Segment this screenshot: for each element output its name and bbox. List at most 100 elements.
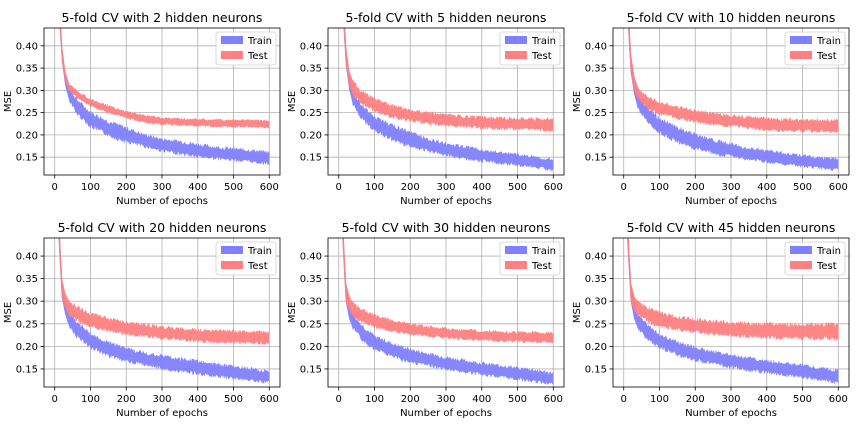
bands xyxy=(343,28,554,172)
legend: Train Test xyxy=(499,31,561,66)
series-band-test xyxy=(59,28,270,129)
x-tick-label: 300 xyxy=(152,394,171,405)
y-tick-label: 0.25 xyxy=(300,319,322,330)
legend-swatch-test xyxy=(790,261,812,269)
legend-label-train: Train xyxy=(247,36,272,47)
grid xyxy=(44,238,280,387)
y-tick-label: 0.15 xyxy=(300,153,322,164)
x-tick-label: 500 xyxy=(793,182,812,193)
x-tick-label: 500 xyxy=(508,182,527,193)
x-axis-label: Number of epochs xyxy=(400,196,492,207)
y-tick-label: 0.30 xyxy=(16,297,38,308)
bands xyxy=(58,238,270,385)
y-axis-label: MSE xyxy=(287,302,298,323)
chart-panel-1: 0 100 200 300 400 500 600 0.15 0.20 0.25 0.30 0.35 0… xyxy=(3,10,281,207)
legend-swatch-train xyxy=(505,36,527,44)
y-tick-label: 0.25 xyxy=(300,108,322,119)
y-tick-label: 0.20 xyxy=(300,130,322,141)
legend-label-train: Train xyxy=(247,246,272,257)
x-axis-label: Number of epochs xyxy=(116,196,208,207)
y-tick-label: 0.35 xyxy=(16,64,38,75)
legend-swatch-train xyxy=(505,246,527,254)
x-tick-label: 400 xyxy=(188,394,207,405)
y-tick-label: 0.30 xyxy=(585,86,607,97)
chart-panel-4: 0 100 200 300 400 500 600 0.15 0.20 0.25 0.30 0.35 0… xyxy=(3,220,281,419)
x-tick-label: 100 xyxy=(365,182,384,193)
y-tick-label: 0.20 xyxy=(16,130,38,141)
y-tick-label: 0.25 xyxy=(585,108,607,119)
series-band-train xyxy=(627,238,839,384)
x-tick-label: 200 xyxy=(686,182,705,193)
x-axis-label: Number of epochs xyxy=(116,408,208,419)
x-tick-label: 600 xyxy=(829,182,848,193)
chart-panel-2: 0 100 200 300 400 500 600 0.15 0.20 0.25 0.30 0.35 0… xyxy=(287,10,565,207)
x-tick-label: 400 xyxy=(472,182,491,193)
legend-swatch-test xyxy=(790,51,812,59)
legend-swatch-test xyxy=(221,261,243,269)
series-band-train xyxy=(58,238,270,385)
x-axis-label: Number of epochs xyxy=(400,408,492,419)
y-axis-label: MSE xyxy=(572,302,583,323)
x-tick-label: 500 xyxy=(224,394,243,405)
y-tick-label: 0.30 xyxy=(585,297,607,308)
y-axis-label: MSE xyxy=(287,91,298,112)
legend: Train Test xyxy=(784,241,846,276)
y-tick-label: 0.15 xyxy=(16,364,38,375)
x-tick-label: 400 xyxy=(757,394,776,405)
series-band-train xyxy=(59,28,270,166)
x-tick-label: 300 xyxy=(436,394,455,405)
legend-label-test: Test xyxy=(247,261,268,272)
chart-panel-3: 0 100 200 300 400 500 600 0.15 0.20 0.25 0.30 0.35 0… xyxy=(572,10,850,207)
x-tick-label: 0 xyxy=(52,394,58,405)
x-tick-label: 0 xyxy=(621,182,627,193)
y-axis-label: MSE xyxy=(572,91,583,112)
legend: Train Test xyxy=(499,241,561,276)
chart-panel-6: 0 100 200 300 400 500 600 0.15 0.20 0.25 0.30 0.35 0… xyxy=(572,220,850,419)
y-tick-label: 0.25 xyxy=(585,319,607,330)
bands xyxy=(59,28,270,166)
series-band-test xyxy=(343,28,554,133)
legend-swatch-test xyxy=(505,51,527,59)
x-tick-label: 600 xyxy=(544,394,563,405)
x-tick-label: 500 xyxy=(224,182,243,193)
x-axis-label: Number of epochs xyxy=(685,196,777,207)
chart-title: 5-fold CV with 5 hidden neurons xyxy=(346,10,547,25)
chart-title: 5-fold CV with 2 hidden neurons xyxy=(62,10,263,25)
x-tick-label: 200 xyxy=(401,394,420,405)
legend-swatch-train xyxy=(790,246,812,254)
legend-label-train: Train xyxy=(531,36,556,47)
x-tick-label: 600 xyxy=(829,394,848,405)
x-axis-label: Number of epochs xyxy=(685,408,777,419)
series-band-train xyxy=(628,28,839,172)
legend-label-train: Train xyxy=(816,36,841,47)
series-band-test xyxy=(342,238,554,344)
x-tick-label: 200 xyxy=(117,394,136,405)
x-tick-label: 100 xyxy=(81,394,100,405)
legend-swatch-test xyxy=(505,261,527,269)
series-band-test xyxy=(627,238,839,342)
x-tick-label: 0 xyxy=(336,394,342,405)
y-tick-label: 0.20 xyxy=(16,342,38,353)
y-tick-label: 0.30 xyxy=(300,297,322,308)
y-axis-label: MSE xyxy=(3,302,14,323)
y-tick-label: 0.15 xyxy=(300,364,322,375)
x-tick-label: 600 xyxy=(260,394,279,405)
grid xyxy=(613,28,849,175)
x-tick-label: 300 xyxy=(152,182,171,193)
chart-title: 5-fold CV with 20 hidden neurons xyxy=(58,220,267,235)
x-tick-label: 200 xyxy=(686,394,705,405)
x-tick-label: 300 xyxy=(721,394,740,405)
y-tick-label: 0.40 xyxy=(585,252,607,263)
y-tick-label: 0.35 xyxy=(300,274,322,285)
y-tick-label: 0.20 xyxy=(585,342,607,353)
x-tick-label: 0 xyxy=(621,394,627,405)
legend-label-test: Test xyxy=(816,51,837,62)
legend-swatch-train xyxy=(221,36,243,44)
y-tick-label: 0.35 xyxy=(16,274,38,285)
x-tick-label: 100 xyxy=(365,394,384,405)
legend-label-test: Test xyxy=(531,261,552,272)
y-tick-label: 0.15 xyxy=(585,153,607,164)
x-tick-label: 500 xyxy=(793,394,812,405)
legend-swatch-train xyxy=(790,36,812,44)
